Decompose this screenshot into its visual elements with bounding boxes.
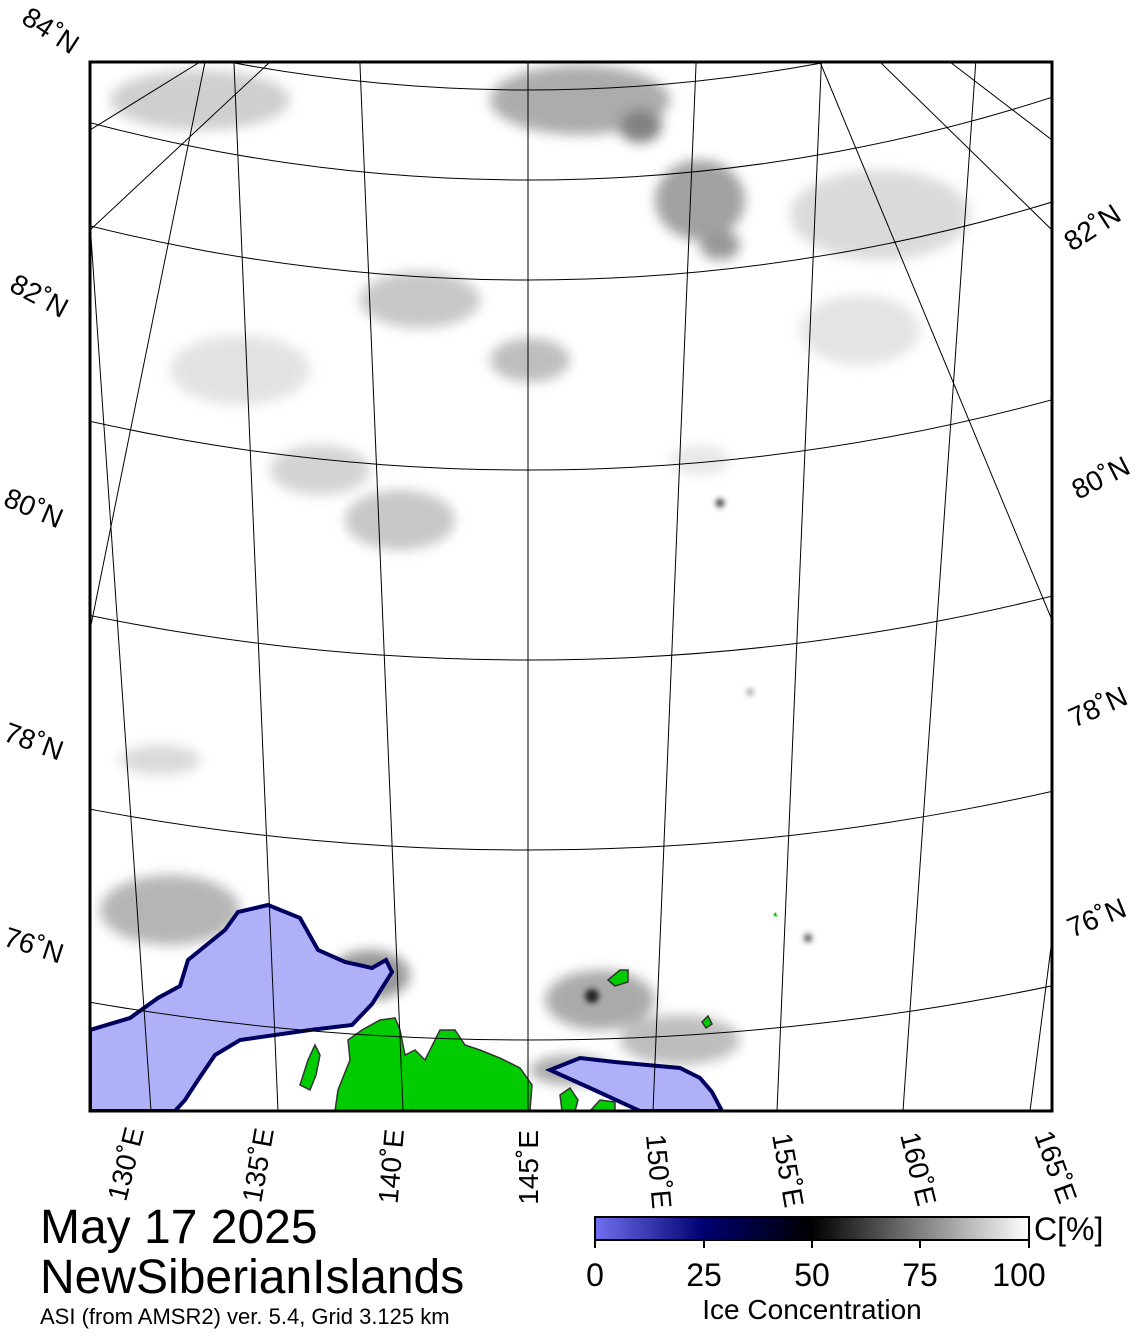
colorbar-tick-100: 100	[992, 1257, 1046, 1293]
parallel-lines	[90, 62, 1052, 1040]
lat-label-78n-right: 78˚N	[1064, 680, 1132, 733]
land-islet-5	[701, 1014, 713, 1030]
lat-label-76n-left: 76˚N	[0, 921, 67, 969]
lat-label-80n-left: 80˚N	[0, 482, 68, 534]
colorbar-tick-75: 75	[902, 1257, 938, 1293]
colorbar-unit: C[%]	[1034, 1211, 1104, 1247]
ice-dark-spots	[585, 499, 812, 1003]
lat-labels-right: 82˚N 80˚N 78˚N 76˚N	[1058, 198, 1134, 944]
meridian-lines	[90, 62, 1052, 1111]
colorbar-ticks	[594, 1240, 1030, 1248]
region-name: NewSiberianIslands	[40, 1251, 465, 1304]
colorbar-title: Ice Concentration	[702, 1294, 922, 1325]
open-water-region-east	[544, 1055, 725, 1111]
lon-labels-bottom: 130˚E 135˚E 140˚E 145˚E 150˚E 155˚E 160˚…	[102, 1124, 1083, 1210]
lon-label-135e: 135˚E	[236, 1126, 280, 1205]
colorbar-tick-0: 0	[586, 1257, 604, 1293]
land-islet-4	[606, 969, 629, 987]
lat-labels-left: 84˚N 82˚N 80˚N 78˚N 76˚N	[0, 1, 85, 969]
land-islet-2	[559, 1086, 579, 1111]
lat-label-80n-right: 80˚N	[1067, 450, 1135, 505]
colorbar-tick-25: 25	[686, 1257, 722, 1293]
map-date: May 17 2025	[40, 1201, 318, 1254]
colorbar-tick-50: 50	[794, 1257, 830, 1293]
lon-label-165e: 165˚E	[1028, 1126, 1083, 1207]
land-islet-6	[773, 912, 777, 917]
lon-label-140e: 140˚E	[373, 1128, 410, 1205]
lat-label-82n-right: 82˚N	[1058, 198, 1126, 257]
land-islet-1	[299, 1043, 321, 1092]
lon-label-130e: 130˚E	[102, 1124, 150, 1204]
colorbar-gradient	[594, 1216, 1030, 1241]
lat-label-78n-left: 78˚N	[0, 717, 68, 767]
map-frame	[88, 60, 1054, 1113]
ice-texture	[100, 65, 970, 1085]
lon-label-160e: 160˚E	[894, 1129, 942, 1209]
lat-label-82n-left: 82˚N	[5, 268, 73, 324]
lon-label-155e: 155˚E	[766, 1131, 810, 1210]
lon-label-145e: 145˚E	[513, 1130, 544, 1205]
open-water-region	[90, 902, 395, 1111]
lon-label-150e: 150˚E	[640, 1133, 677, 1210]
land-islet-3	[588, 1099, 616, 1111]
lat-label-84n: 84˚N	[17, 1, 85, 60]
data-source: ASI (from AMSR2) ver. 5.4, Grid 3.125 km	[40, 1304, 450, 1329]
lat-label-76n-right: 76˚N	[1063, 892, 1131, 943]
land-kotelny	[334, 1017, 533, 1111]
